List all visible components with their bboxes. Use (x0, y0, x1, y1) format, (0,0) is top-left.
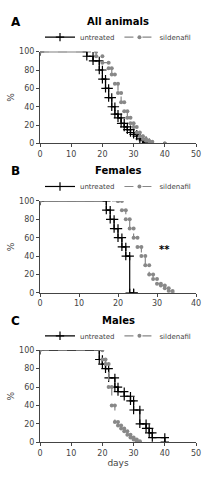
svg-text:sildenafil: sildenafil (159, 183, 190, 191)
svg-text:C: C (11, 314, 20, 328)
svg-text:%: % (6, 242, 16, 251)
svg-text:40: 40 (160, 449, 170, 458)
svg-text:20: 20 (97, 449, 107, 458)
svg-text:sildenafil: sildenafil (159, 333, 190, 341)
svg-text:10: 10 (66, 150, 76, 159)
svg-text:30: 30 (129, 449, 139, 458)
svg-text:20: 20 (24, 270, 34, 279)
svg-text:40: 40 (191, 299, 201, 308)
svg-text:100: 100 (19, 47, 34, 56)
svg-text:A: A (11, 15, 21, 29)
svg-text:10: 10 (66, 449, 76, 458)
svg-text:30: 30 (152, 299, 162, 308)
svg-text:**: ** (159, 244, 170, 255)
svg-text:untreated: untreated (80, 183, 114, 191)
svg-text:sildenafil: sildenafil (159, 34, 190, 42)
svg-text:0: 0 (37, 299, 42, 308)
svg-text:20: 20 (24, 420, 34, 429)
svg-text:50: 50 (191, 449, 201, 458)
svg-text:All animals: All animals (87, 16, 149, 27)
svg-text:30: 30 (129, 150, 139, 159)
svg-text:60: 60 (24, 383, 34, 392)
svg-text:0: 0 (29, 438, 34, 447)
svg-text:20: 20 (113, 299, 123, 308)
svg-text:0: 0 (37, 449, 42, 458)
svg-text:days: days (107, 458, 129, 468)
svg-text:40: 40 (160, 150, 170, 159)
svg-text:0: 0 (29, 139, 34, 148)
svg-text:Males: Males (102, 315, 135, 326)
svg-text:20: 20 (24, 121, 34, 130)
svg-text:Females: Females (95, 165, 142, 176)
svg-text:untreated: untreated (80, 34, 114, 42)
svg-text:40: 40 (24, 103, 34, 112)
svg-text:80: 80 (24, 215, 34, 224)
svg-text:50: 50 (191, 150, 201, 159)
svg-text:B: B (11, 164, 20, 178)
svg-text:%: % (6, 392, 16, 401)
svg-text:10: 10 (74, 299, 84, 308)
svg-text:60: 60 (24, 234, 34, 243)
svg-text:100: 100 (19, 197, 34, 206)
svg-text:%: % (6, 93, 16, 102)
svg-text:20: 20 (97, 150, 107, 159)
svg-text:60: 60 (24, 84, 34, 93)
svg-text:100: 100 (19, 346, 34, 355)
svg-text:0: 0 (29, 289, 34, 298)
svg-text:40: 40 (24, 252, 34, 261)
svg-text:0: 0 (37, 150, 42, 159)
svg-text:untreated: untreated (80, 333, 114, 341)
svg-text:80: 80 (24, 66, 34, 75)
svg-text:80: 80 (24, 364, 34, 373)
svg-text:40: 40 (24, 401, 34, 410)
